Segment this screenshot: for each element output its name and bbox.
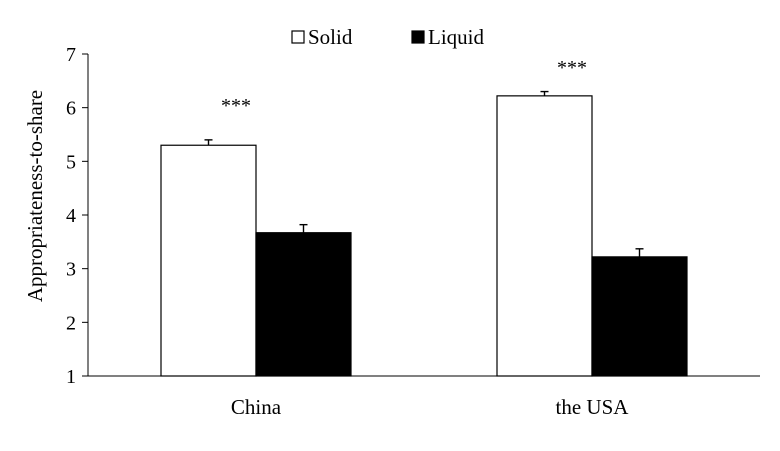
legend-swatch-liquid (411, 30, 425, 44)
y-tick-label: 4 (66, 205, 76, 227)
bar-solid-0 (160, 144, 257, 377)
y-axis: 1 2 3 4 5 6 7 (66, 44, 89, 388)
significance-annotation: *** (221, 95, 251, 117)
x-axis: China the USA (88, 375, 760, 419)
legend-swatch-solid (291, 30, 305, 44)
y-tick-label: 2 (66, 312, 76, 334)
annotations: *** *** (221, 57, 587, 117)
legend-label-liquid: Liquid (428, 25, 484, 49)
significance-annotation: *** (557, 57, 587, 79)
legend-label-solid: Solid (308, 25, 353, 49)
y-tick-label: 5 (66, 151, 76, 173)
x-tick-label: the USA (556, 395, 630, 419)
y-axis-label: Appropriateness-to-share (23, 90, 47, 302)
bars (160, 90, 688, 377)
x-tick-label: China (231, 395, 282, 419)
y-tick-label: 6 (66, 98, 76, 120)
legend: Solid Liquid (291, 25, 484, 49)
y-tick-label: 1 (66, 366, 76, 388)
bar-solid-1 (496, 95, 593, 377)
y-tick-label: 7 (66, 44, 76, 66)
bar-liquid-1 (591, 256, 688, 377)
bar-liquid-0 (255, 232, 352, 377)
y-tick-label: 3 (66, 259, 76, 281)
